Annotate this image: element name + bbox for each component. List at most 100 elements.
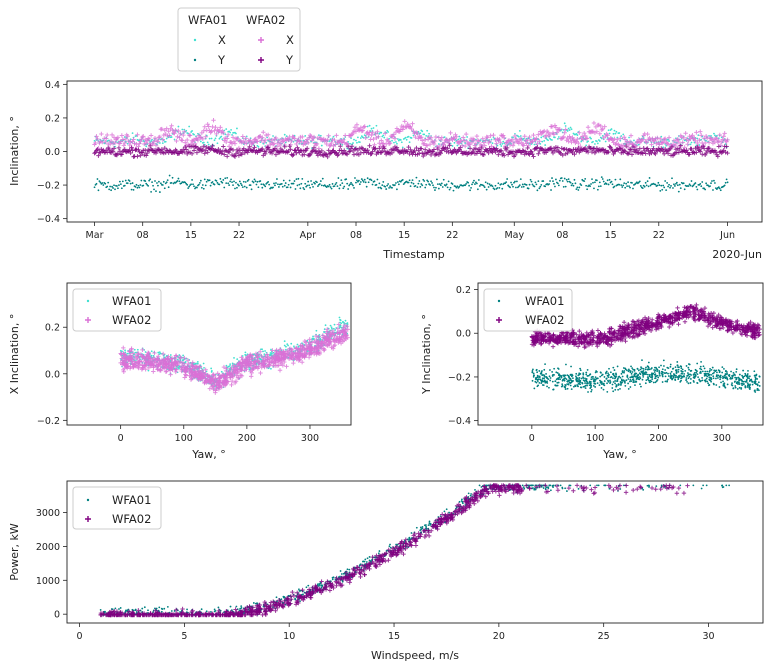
timeseries-point-wfa01-x xyxy=(615,130,618,133)
yaw-x-point-wfa01 xyxy=(287,344,289,347)
timeseries-point-wfa01-y xyxy=(378,182,381,185)
timeseries-point-wfa02-x xyxy=(139,137,144,142)
timeseries-point-wfa02-x xyxy=(109,132,115,138)
timeseries-point-wfa01-y xyxy=(342,187,345,190)
timeseries-point-wfa01-y xyxy=(418,180,421,182)
yaw-y-point-wfa01 xyxy=(608,367,610,370)
timeseries-point-wfa01-x xyxy=(359,137,362,139)
timeseries-point-wfa01-x xyxy=(592,140,594,143)
yaw-y-point-wfa01 xyxy=(596,370,598,373)
timeseries-point-wfa01-y xyxy=(614,178,617,181)
timeseries-point-wfa02-x xyxy=(201,128,206,134)
timeseries-point-wfa02-y xyxy=(467,146,473,151)
yaw-y-point-wfa01 xyxy=(642,367,645,370)
timeseries-point-wfa02-x xyxy=(226,144,232,149)
timeseries-point-wfa01-x xyxy=(637,143,640,146)
timeseries-point-wfa01-y xyxy=(202,187,205,190)
timeseries-point-wfa02-x xyxy=(260,135,265,140)
timeseries-point-wfa01-y xyxy=(376,178,379,181)
timeseries-point-wfa01-x xyxy=(167,136,170,139)
timeseries-point-wfa01-y xyxy=(151,181,153,184)
timeseries-point-wfa02-x xyxy=(261,130,266,135)
legend-top-frame xyxy=(177,7,301,72)
timeseries-point-wfa01-y xyxy=(288,179,291,182)
yaw-y-point-wfa01 xyxy=(685,377,688,379)
yaw-x-point-wfa01 xyxy=(182,354,185,357)
timeseries-point-wfa01-y xyxy=(316,181,318,184)
timeseries-point-wfa01-x xyxy=(557,136,560,138)
timeseries-point-wfa01-y xyxy=(613,185,616,188)
timeseries-point-wfa02-x xyxy=(402,119,407,124)
timeseries-point-wfa01-y xyxy=(254,180,257,183)
timeseries-point-wfa01-y xyxy=(361,179,364,182)
timeseries-point-wfa01-y xyxy=(590,183,592,185)
timeseries-point-wfa02-x xyxy=(104,136,109,141)
timeseries-point-wfa01-y xyxy=(467,181,470,184)
timeseries-point-wfa01-y xyxy=(476,182,478,185)
timeseries-point-wfa01-y xyxy=(263,184,266,187)
timeseries-x-offset-label: 2020-Jun xyxy=(712,248,762,261)
timeseries-point-wfa01-y xyxy=(238,180,241,183)
yaw-y-point-wfa01 xyxy=(750,378,753,381)
timeseries-point-wfa02-x xyxy=(243,136,248,141)
yaw-y-point-wfa01 xyxy=(621,375,624,378)
timeseries-point-wfa01-y xyxy=(557,184,560,187)
yaw-y-point-wfa01 xyxy=(561,379,564,382)
timeseries-point-wfa01-y xyxy=(312,186,314,188)
timeseries-point-wfa01-y xyxy=(678,183,681,186)
timeseries-point-wfa01-x xyxy=(216,142,219,145)
timeseries-point-wfa01-x xyxy=(575,132,578,135)
timeseries-point-wfa02-x xyxy=(294,141,299,147)
yaw-x-point-wfa01 xyxy=(220,370,223,373)
timeseries-point-wfa01-y xyxy=(622,184,625,187)
timeseries-point-wfa01-y xyxy=(656,184,659,187)
timeseries-point-wfa01-y xyxy=(670,184,672,187)
timeseries-point-wfa01-y xyxy=(241,186,244,189)
timeseries-point-wfa01-x xyxy=(580,140,583,143)
timeseries-point-wfa02-x xyxy=(105,132,110,138)
yaw-y-point-wfa01 xyxy=(687,382,690,385)
timeseries-point-wfa01-y xyxy=(420,183,423,185)
timeseries-panel: Mar 08 15 22 Apr 08 15 22 May 08 15 22 Jun 0.40.20.0… xyxy=(8,80,763,261)
timeseries-point-wfa01-y xyxy=(566,180,569,183)
timeseries-point-wfa01-x xyxy=(701,135,704,138)
timeseries-point-wfa01-y xyxy=(224,177,227,180)
yaw-y-point-wfa01 xyxy=(715,384,718,386)
timeseries-point-wfa01-y xyxy=(118,180,121,183)
timeseries-point-wfa01-y xyxy=(704,188,707,191)
yaw-y-point-wfa01 xyxy=(662,359,665,362)
timeseries-point-wfa01-y xyxy=(677,190,680,193)
timeseries-point-wfa01-y xyxy=(664,180,667,182)
timeseries-point-wfa01-y xyxy=(408,179,411,182)
timeseries-point-wfa01-y xyxy=(550,189,552,191)
yaw-y-point-wfa01 xyxy=(548,386,550,389)
timeseries-point-wfa01-y xyxy=(292,182,295,185)
timeseries-point-wfa01-x xyxy=(129,138,132,141)
yaw-y-point-wfa01 xyxy=(657,376,660,379)
timeseries-point-wfa01-y xyxy=(156,182,158,184)
timeseries-point-wfa01-x xyxy=(502,140,505,143)
timeseries-point-wfa01-y xyxy=(170,181,173,184)
yaw-x-point-wfa02 xyxy=(160,351,166,357)
timeseries-point-wfa01-y xyxy=(619,178,622,181)
timeseries-point-wfa01-x xyxy=(427,135,430,138)
timeseries-point-wfa02-x xyxy=(433,134,439,140)
yaw-y-point-wfa01 xyxy=(557,368,560,370)
timeseries-point-wfa01-x xyxy=(543,139,546,142)
yaw-x-point-wfa02 xyxy=(257,349,263,354)
yaw-y-point-wfa01 xyxy=(645,366,647,369)
timeseries-point-wfa01-y xyxy=(149,178,152,181)
timeseries-point-wfa01-y xyxy=(211,181,214,183)
timeseries-point-wfa01-x xyxy=(375,124,378,127)
timeseries-point-wfa01-x xyxy=(328,140,331,143)
timeseries-point-wfa01-y xyxy=(331,183,334,185)
timeseries-point-wfa01-y xyxy=(192,183,194,186)
timeseries-point-wfa01-x xyxy=(614,132,617,135)
timeseries-point-wfa02-x xyxy=(251,140,256,145)
yaw-y-point-wfa01 xyxy=(640,366,642,369)
timeseries-point-wfa01-y xyxy=(610,180,613,183)
yaw-y-point-wfa01 xyxy=(638,372,641,375)
yaw-x-point-wfa01 xyxy=(338,316,341,319)
timeseries-point-wfa01-y xyxy=(468,184,470,187)
yaw-y-point-wfa01 xyxy=(639,383,641,386)
